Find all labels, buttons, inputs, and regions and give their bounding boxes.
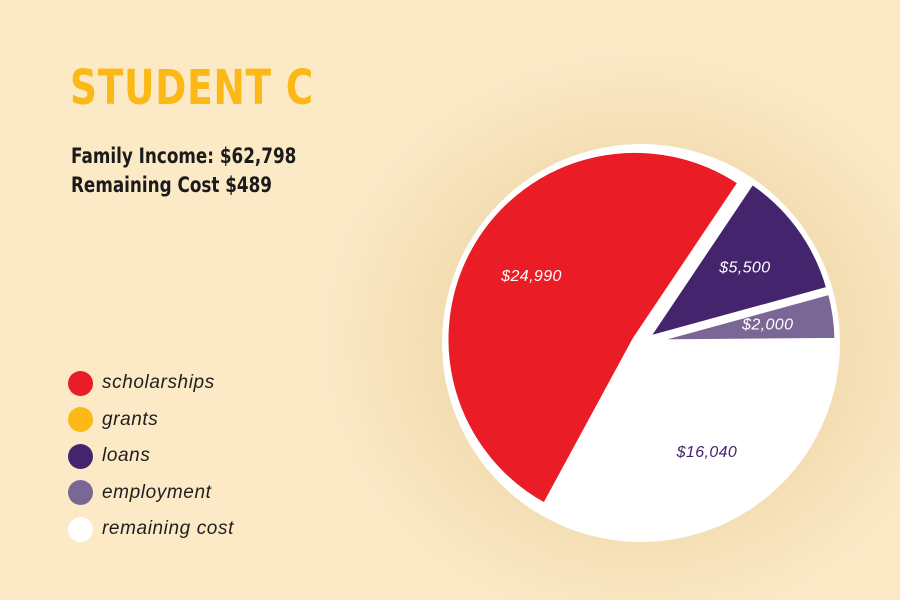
legend-label-scholarships: scholarships [102,372,215,394]
pie-label-employment: $2,000 [741,317,793,334]
legend-swatch-loans [68,443,93,469]
legend-label-loans: loans [102,445,151,467]
legend-item-scholarships: scholarships [68,365,234,402]
remaining-cost-text: Remaining Cost $489 [71,173,272,197]
legend-item-grants: grants [68,402,234,439]
chart-legend: scholarships grants loans employment rem… [68,365,234,548]
legend-swatch-scholarships [68,370,93,396]
legend-item-loans: loans [68,438,234,475]
legend-label-grants: grants [102,408,159,430]
legend-swatch-employment [68,480,93,506]
pie-label-loans: $5,500 [718,259,770,276]
legend-label-remaining-cost: remaining cost [102,518,234,540]
pie-slice-loans [644,179,832,342]
legend-swatch-remaining-cost [68,516,93,542]
legend-item-remaining-cost: remaining cost [68,511,234,548]
pie-slice-employment [645,289,840,345]
family-income-text: Family Income: $62,798 [71,144,297,168]
legend-swatch-grants [68,407,93,433]
pie-label-scholarships: $24,990 [500,268,562,285]
pie-slices [443,147,840,541]
pie-labels: $16,040 $24,990 $5,500 $2,000 [500,259,793,460]
legend-item-employment: employment [68,475,234,512]
legend-label-employment: employment [102,481,212,503]
pie-slice-scholarships [443,147,743,508]
pie-label-remaining-cost: $16,040 [676,444,738,461]
pie-slice-remaining-cost [551,344,837,541]
student-info: Family Income: $62,798 Remaining Cost $4… [71,142,296,200]
page-title: STUDENT C [70,60,314,116]
